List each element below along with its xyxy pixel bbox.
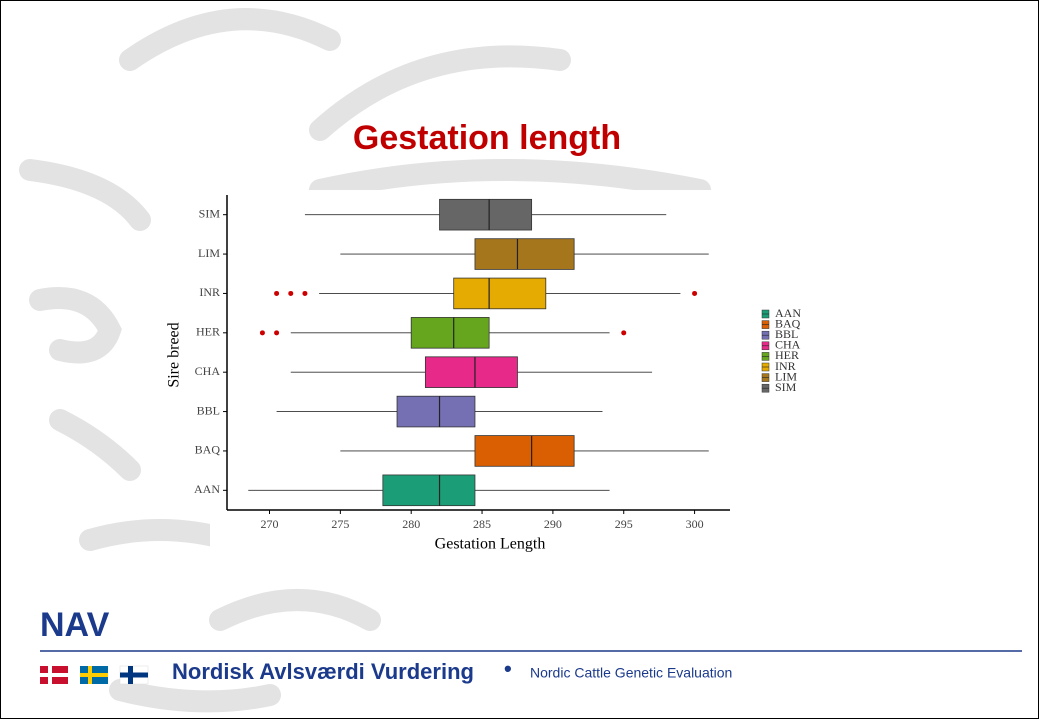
box — [440, 199, 532, 230]
outlier — [274, 330, 279, 335]
outlier — [621, 330, 626, 335]
box — [454, 278, 546, 309]
box — [397, 396, 475, 427]
outlier — [274, 291, 279, 296]
x-tick-label: 300 — [686, 517, 704, 531]
footer-tagline: Nordic Cattle Genetic Evaluation — [530, 665, 732, 681]
legend-label: SIM — [775, 380, 797, 394]
x-tick-label: 285 — [473, 517, 491, 531]
chart-title: Gestation length — [353, 119, 621, 157]
box — [425, 357, 517, 388]
outlier — [288, 291, 293, 296]
x-tick-label: 275 — [331, 517, 349, 531]
x-tick-label: 280 — [402, 517, 420, 531]
y-axis-label: Sire breed — [166, 322, 183, 387]
y-tick-label: SIM — [199, 206, 221, 220]
x-tick-label: 270 — [261, 517, 279, 531]
outlier — [260, 330, 265, 335]
logo: NAV — [40, 606, 110, 644]
x-axis-label: Gestation Length — [435, 536, 546, 553]
y-tick-label: CHA — [195, 364, 221, 378]
y-tick-label: LIM — [198, 246, 220, 260]
x-tick-label: 290 — [544, 517, 562, 531]
box — [411, 317, 489, 348]
y-tick-label: BAQ — [195, 443, 221, 457]
flags — [40, 666, 148, 684]
box — [475, 239, 574, 270]
y-tick-label: HER — [196, 325, 220, 339]
y-tick-label: BBL — [197, 403, 220, 417]
box — [475, 436, 574, 467]
y-tick-label: AAN — [194, 482, 220, 496]
footer-separator: • — [504, 656, 512, 681]
slide: Gestation length 270 275 280 285 290 295 300 AA… — [0, 0, 1039, 719]
box — [383, 475, 475, 506]
outlier — [302, 291, 307, 296]
x-tick-label: 295 — [615, 517, 633, 531]
y-tick-label: INR — [199, 285, 220, 299]
footer-brand: Nordisk Avlsværdi Vurdering — [172, 659, 474, 684]
outlier — [692, 291, 697, 296]
